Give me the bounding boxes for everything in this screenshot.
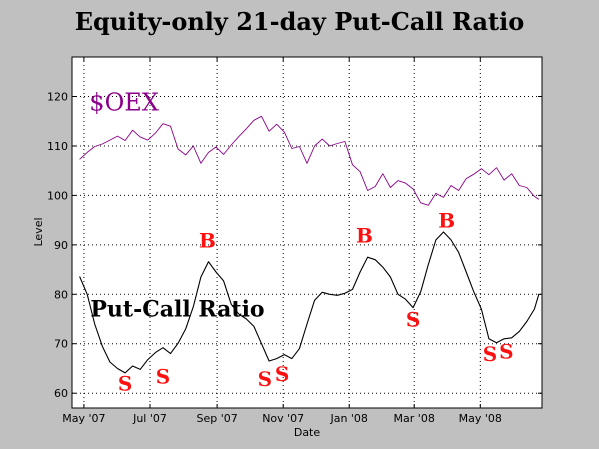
y-tick-label: 70 — [54, 338, 68, 351]
y-tick-label: 110 — [47, 140, 68, 153]
sell-signal-label: S — [483, 342, 497, 366]
y-tick-label: 90 — [54, 239, 68, 252]
y-tick-label: 120 — [47, 91, 68, 104]
buy-signal-label: B — [356, 223, 373, 247]
x-tick-label: Nov '07 — [262, 412, 304, 425]
sell-signal-label: S — [258, 367, 272, 391]
x-axis-label: Date — [294, 426, 321, 439]
sell-signal-label: S — [156, 364, 170, 388]
x-tick-label: May '07 — [62, 412, 105, 425]
sell-signal-label: S — [406, 307, 420, 331]
buy-signal-label: B — [199, 228, 216, 252]
sell-signal-label: S — [499, 340, 513, 364]
put-call-ratio-series-label: Put-Call Ratio — [90, 297, 264, 323]
y-tick-label: 80 — [54, 288, 68, 301]
y-tick-label: 100 — [47, 189, 68, 202]
y-tick-label: 60 — [54, 387, 68, 400]
x-tick-label: May '08 — [459, 412, 502, 425]
chart-title: Equity-only 21-day Put-Call Ratio — [75, 7, 525, 36]
oex-series-label: $OEX — [89, 88, 159, 116]
oex-series-line — [79, 115, 540, 206]
sell-signal-label: S — [275, 362, 289, 386]
x-tick-label: Sep '07 — [196, 412, 237, 425]
x-tick-label: Mar '08 — [394, 412, 435, 425]
series-layer — [79, 115, 540, 374]
x-tick-label: Jan '08 — [329, 412, 367, 425]
x-tick-label: Jul '07 — [132, 412, 167, 425]
plot-frame — [71, 56, 543, 409]
axis-ticks: May '07 Jul '07 Sep '07 Nov '07 Jan '08 Mar '… — [47, 57, 542, 425]
sell-signal-label: S — [118, 372, 132, 396]
buy-signal-label: B — [438, 209, 455, 233]
put-call-ratio-series-line — [79, 231, 540, 374]
grid-lines — [72, 57, 542, 408]
y-axis-label: Level — [32, 217, 45, 246]
